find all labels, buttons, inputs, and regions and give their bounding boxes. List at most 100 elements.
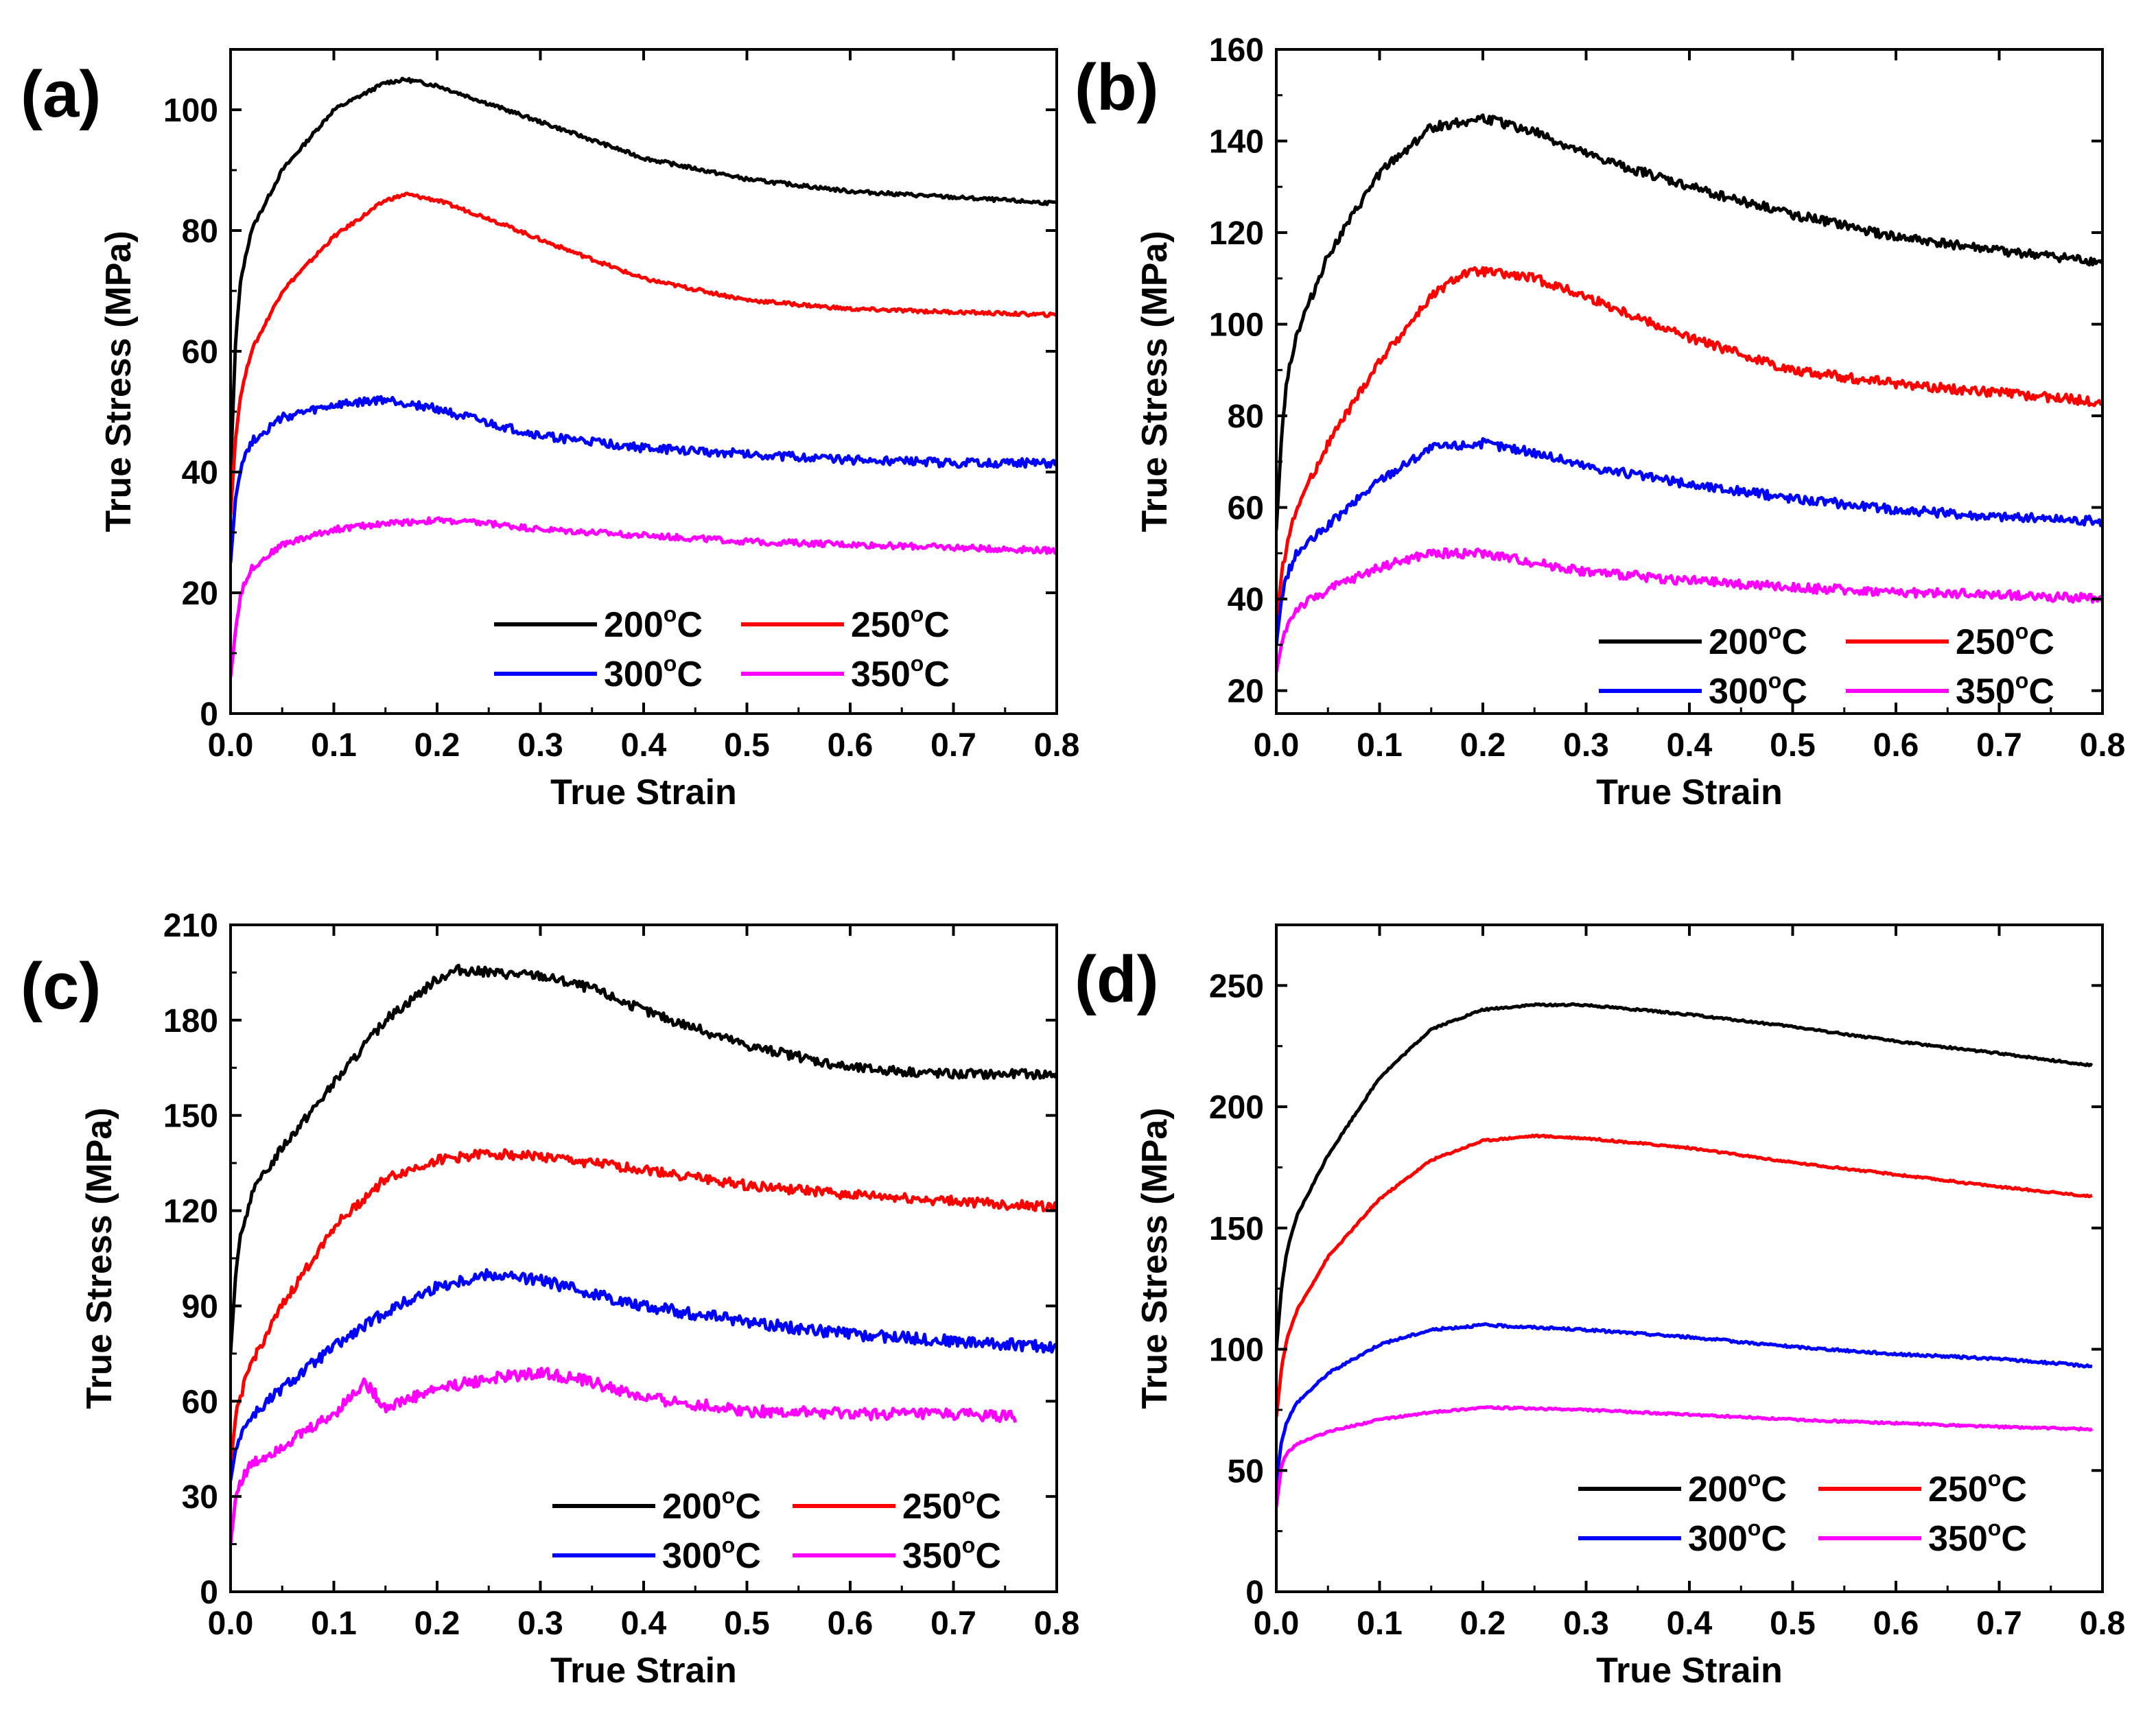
y-tick-label: 140 [1209, 124, 1264, 161]
y-tick-label: 50 [1228, 1453, 1264, 1490]
x-tick-label: 0.1 [1357, 727, 1403, 764]
legend-label: 350oC [1928, 1516, 2027, 1559]
series-line-350C [231, 516, 1057, 678]
x-tick-label: 0.0 [1254, 727, 1300, 764]
y-tick-label: 180 [163, 1003, 218, 1039]
legend: 200oC 250oC 300oC 350oC [494, 602, 950, 694]
x-tick-label: 0.2 [414, 1605, 460, 1642]
x-tick-label: 0.2 [1460, 727, 1506, 764]
y-tick-label: 60 [182, 1384, 218, 1420]
chart-panel: (b) 0.0 0.1 0.2 0.3 0.4 0.5 0.6 0.7 0.8 20 40 60 80 10… [1075, 32, 2125, 812]
legend-label: 250oC [851, 602, 950, 645]
x-tick-label: 0.3 [517, 727, 563, 764]
x-tick-label: 0.0 [208, 727, 254, 764]
x-tick-label: 0.6 [828, 1605, 874, 1642]
panel-label: (d) [1075, 943, 1159, 1016]
x-tick-label: 0.3 [517, 1605, 563, 1642]
series-line-300C [231, 1268, 1057, 1481]
x-tick-label: 0.6 [1873, 727, 1919, 764]
y-tick-label: 200 [1209, 1090, 1264, 1126]
y-tick-label: 120 [163, 1194, 218, 1230]
y-tick-label: 210 [163, 908, 218, 944]
x-axis-title: True Strain [550, 1651, 737, 1691]
legend-label: 200oC [604, 602, 703, 645]
series-line-350C [1276, 1405, 2094, 1507]
y-tick-label: 100 [1209, 1332, 1264, 1369]
chart-panel: (d) 0.0 0.1 0.2 0.3 0.4 0.5 0.6 0.7 0.8 0 50 100 150 2… [1075, 923, 2126, 1691]
y-tick-label: 20 [1228, 674, 1264, 710]
x-tick-label: 0.4 [621, 727, 667, 764]
x-tick-label: 0.6 [1873, 1605, 1919, 1642]
x-tick-label: 0.8 [1034, 1605, 1080, 1642]
legend-label: 200oC [1688, 1466, 1787, 1509]
x-tick-label: 0.3 [1563, 727, 1609, 764]
y-tick-label: 160 [1209, 32, 1264, 69]
x-tick-label: 0.5 [724, 1605, 770, 1642]
x-tick-label: 0.4 [1667, 727, 1713, 764]
x-tick-label: 0.1 [311, 727, 357, 764]
series-line-250C [231, 1148, 1057, 1466]
x-tick-label: 0.5 [1770, 1605, 1816, 1642]
x-tick-label: 0.0 [1254, 1605, 1300, 1642]
legend: 200oC 250oC 300oC 350oC [1599, 619, 2054, 711]
chart-panel: (c) 0.0 0.1 0.2 0.3 0.4 0.5 0.6 0.7 0.8 0 30 60 90 120… [21, 908, 1079, 1691]
y-axis-title: True Stress (MPa) [1135, 231, 1175, 532]
y-tick-label: 30 [182, 1479, 218, 1516]
y-axis-title: True Stress (MPa) [1135, 1107, 1175, 1409]
y-tick-label: 0 [1245, 1575, 1264, 1611]
series-line-200C [231, 963, 1057, 1354]
legend-label: 250oC [902, 1483, 1001, 1527]
legend-label: 300oC [1688, 1516, 1787, 1559]
y-tick-label: 90 [182, 1288, 218, 1325]
x-tick-label: 0.5 [724, 727, 770, 764]
legend-label: 250oC [1928, 1466, 2027, 1509]
series-line-350C [231, 1367, 1018, 1544]
y-tick-label: 150 [163, 1098, 218, 1135]
legend-label: 350oC [851, 651, 950, 694]
legend: 200oC 250oC 300oC 350oC [552, 1483, 1001, 1576]
legend-label: 350oC [902, 1533, 1001, 1576]
y-tick-label: 80 [182, 213, 218, 250]
panel-label: (a) [21, 58, 101, 131]
x-tick-label: 0.1 [1357, 1605, 1403, 1642]
y-tick-label: 40 [1228, 582, 1264, 618]
y-axis-title: True Stress (MPa) [80, 1107, 119, 1409]
x-tick-label: 0.6 [828, 727, 874, 764]
series-line-250C [231, 191, 1057, 515]
series-line-250C [1276, 266, 2102, 622]
y-tick-label: 100 [1209, 307, 1264, 344]
x-tick-label: 0.4 [621, 1605, 667, 1642]
x-tick-label: 0.7 [1976, 727, 2022, 764]
legend-label: 200oC [1709, 619, 1807, 662]
legend-label: 300oC [662, 1533, 761, 1576]
legend-label: 250oC [1956, 619, 2054, 662]
series-line-300C [1276, 1322, 2093, 1483]
series-line-300C [231, 395, 1057, 563]
y-tick-label: 60 [182, 334, 218, 370]
x-tick-label: 0.7 [930, 1605, 976, 1642]
x-tick-label: 0.8 [2080, 727, 2126, 764]
series-line-200C [1276, 1002, 2094, 1350]
legend-label: 350oC [1956, 668, 2054, 711]
x-tick-label: 0.8 [2080, 1605, 2126, 1642]
legend-label: 200oC [662, 1483, 761, 1527]
y-tick-label: 0 [200, 1575, 218, 1611]
x-tick-label: 0.4 [1667, 1605, 1713, 1642]
plot-frame [1275, 48, 2104, 715]
x-tick-label: 0.0 [208, 1605, 254, 1642]
y-tick-label: 120 [1209, 215, 1264, 252]
series-line-200C [231, 76, 1057, 473]
y-tick-label: 100 [163, 93, 218, 129]
series-line-350C [1276, 547, 2102, 673]
chart-panel: (a) 0.0 0.1 0.2 0.3 0.4 0.5 0.6 0.7 0.8 0 20 40 60 80 1… [21, 48, 1079, 812]
x-axis-title: True Strain [1596, 773, 1783, 812]
panel-label: (b) [1075, 51, 1159, 124]
y-tick-label: 40 [182, 455, 218, 491]
x-tick-label: 0.3 [1563, 1605, 1609, 1642]
x-tick-label: 0.5 [1770, 727, 1816, 764]
y-tick-label: 150 [1209, 1211, 1264, 1247]
x-tick-label: 0.1 [311, 1605, 357, 1642]
legend-label: 300oC [1709, 668, 1807, 711]
series-line-250C [1276, 1133, 2093, 1417]
